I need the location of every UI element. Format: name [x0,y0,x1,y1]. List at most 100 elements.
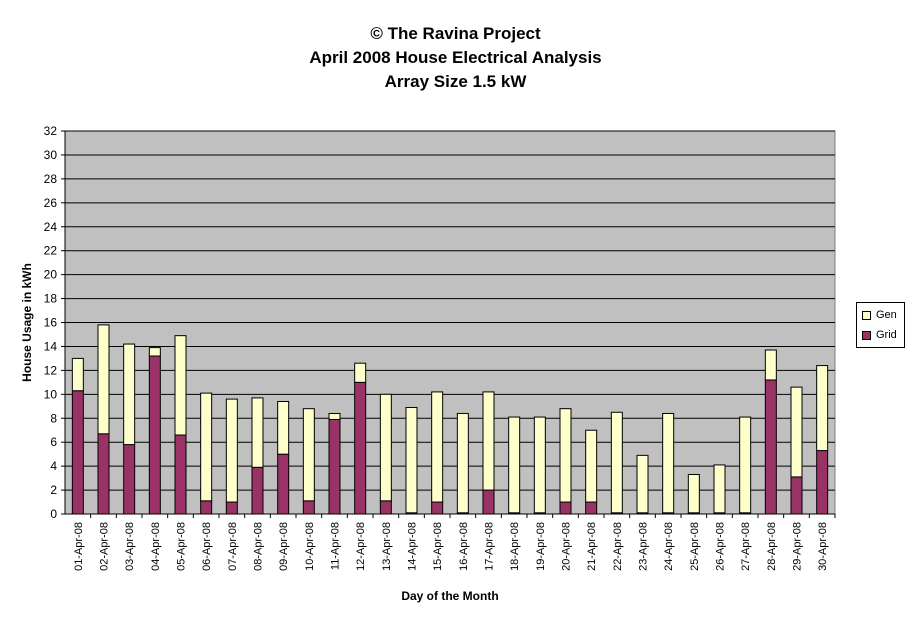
y-tick-label: 14 [44,339,58,353]
bar-gen [636,454,649,514]
x-tick-label: 04-Apr-08 [150,522,162,571]
bar-gen [251,397,264,468]
x-tick-label: 26-Apr-08 [715,522,727,571]
bar-gen [97,324,110,435]
x-tick-label: 27-Apr-08 [740,522,752,571]
x-tick-label: 06-Apr-08 [201,522,213,571]
bar-gen [174,335,187,436]
bar-gen [302,408,315,502]
y-tick-label: 12 [44,363,58,377]
bar-grid [277,453,290,515]
x-tick-label: 28-Apr-08 [766,522,778,571]
y-tick-label: 10 [44,387,58,401]
x-tick-label: 11-Apr-08 [330,522,342,570]
y-tick-label: 24 [44,220,58,234]
bar-gen [482,391,495,491]
bar-gen [405,406,418,514]
x-tick-label: 20-Apr-08 [561,522,573,571]
bar-grid [97,433,110,515]
x-tick-label: 29-Apr-08 [792,522,804,571]
x-tick-label: 15-Apr-08 [432,522,444,571]
bar-grid [482,489,495,515]
bar-gen [508,416,521,514]
bar-gen [790,386,803,478]
x-tick-label: 19-Apr-08 [535,522,547,571]
x-tick-label: 21-Apr-08 [586,522,598,571]
x-tick-label: 30-Apr-08 [817,522,829,571]
bar-grid [559,501,572,515]
bar-gen [200,392,213,502]
legend-item-grid: Grid [862,328,897,342]
x-tick-label: 17-Apr-08 [484,522,496,571]
bar-grid [328,418,341,515]
bar-gen [559,408,572,503]
x-tick-label: 13-Apr-08 [381,522,393,571]
y-tick-label: 2 [50,483,57,497]
bar-grid [764,379,777,515]
bar-grid [148,355,161,515]
bar-gen [379,393,392,502]
bar-grid [123,444,136,515]
bar-gen [533,416,546,514]
bar-gen [431,391,444,503]
x-axis-title: Day of the Month [401,589,498,603]
chart-title: © The Ravina Project [370,24,541,43]
bar-gen [687,474,700,514]
bar-gen [328,412,341,420]
y-tick-label: 30 [44,148,58,162]
bar-gen [739,416,752,514]
x-tick-label: 05-Apr-08 [176,522,188,571]
bar-gen [816,365,829,452]
bar-grid [354,381,367,515]
bar-grid [71,390,84,515]
y-tick-label: 18 [44,292,58,306]
bar-gen [277,400,290,455]
legend-swatch-gen [862,310,871,320]
x-tick-label: 22-Apr-08 [612,522,624,571]
y-tick-label: 22 [44,244,58,258]
bar-gen [713,464,726,514]
legend-item-gen: Gen [862,308,897,322]
y-axis-title: House Usage in kWh [20,263,34,382]
bar-grid [816,450,829,515]
x-tick-label: 18-Apr-08 [509,522,521,571]
bar-grid [174,434,187,515]
x-tick-label: 23-Apr-08 [638,522,650,571]
bar-gen [354,362,367,383]
y-tick-label: 16 [44,316,58,330]
y-tick-label: 0 [50,507,57,521]
x-tick-label: 01-Apr-08 [73,522,85,571]
y-tick-label: 32 [44,124,58,138]
legend: Gen Grid [856,302,905,348]
bar-grid [585,501,598,515]
y-tick-label: 20 [44,268,58,282]
legend-label-grid: Grid [876,329,897,341]
x-tick-label: 10-Apr-08 [304,522,316,571]
x-tick-label: 02-Apr-08 [99,522,111,571]
chart-subtitle-1: April 2008 House Electrical Analysis [309,48,602,67]
bar-gen [610,411,623,514]
x-tick-label: 07-Apr-08 [227,522,239,571]
bar-gen [764,349,777,381]
bar-grid [431,501,444,515]
legend-label-gen: Gen [876,309,897,321]
x-tick-label: 24-Apr-08 [663,522,675,571]
y-tick-label: 4 [50,459,57,473]
x-tick-label: 14-Apr-08 [407,522,419,571]
x-tick-label: 08-Apr-08 [253,522,265,571]
x-tick-label: 12-Apr-08 [355,522,367,571]
bar-gen [71,357,84,392]
bar-grid [379,500,392,515]
y-tick-label: 6 [50,435,57,449]
bar-grid [302,500,315,515]
bar-grid [790,476,803,515]
bar-grid [225,501,238,515]
x-tick-label: 09-Apr-08 [278,522,290,571]
chart-subtitle-2: Array Size 1.5 kW [384,72,527,91]
bar-gen [585,429,598,503]
y-tick-label: 8 [50,411,57,425]
legend-swatch-grid [862,330,871,340]
bar-gen [148,347,161,357]
bar-grid [251,466,264,515]
